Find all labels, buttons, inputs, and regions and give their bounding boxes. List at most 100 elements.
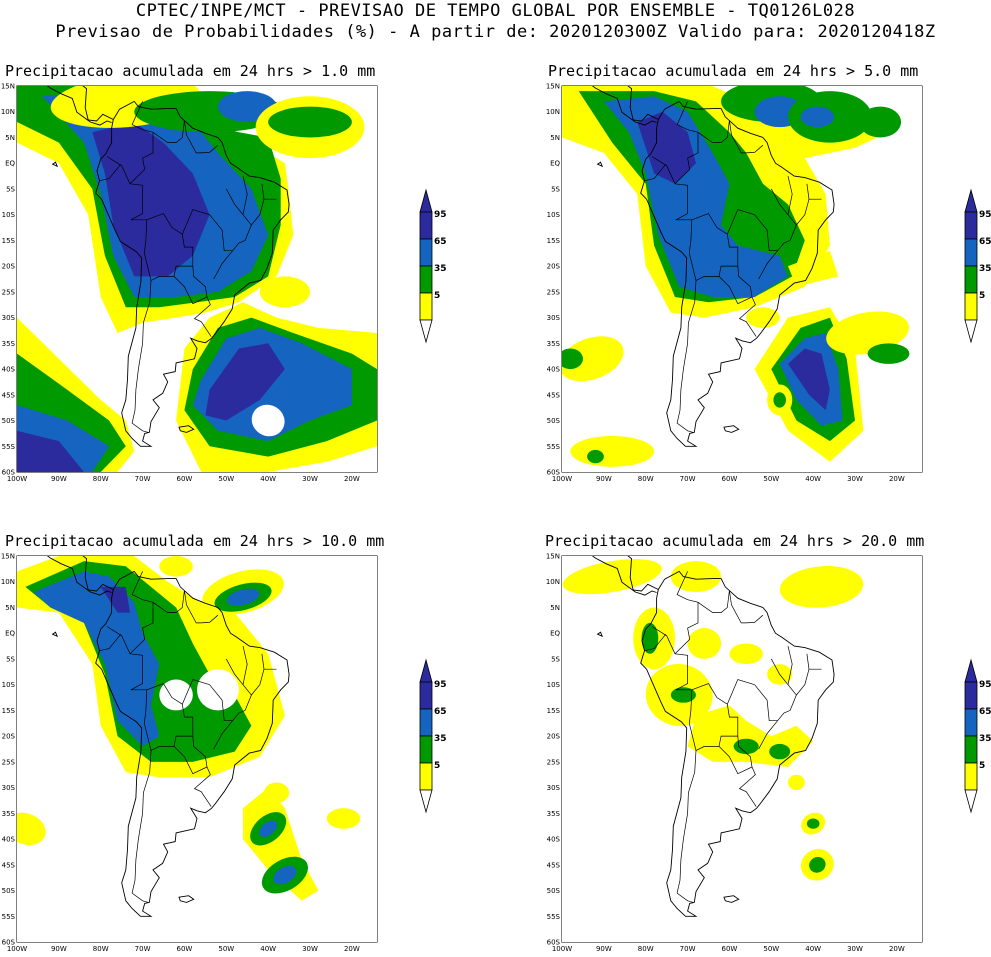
lon-tick-label: 80W bbox=[638, 945, 654, 953]
lon-tick-label: 60W bbox=[177, 475, 193, 483]
lat-tick-label: EQ bbox=[5, 630, 15, 638]
lon-tick-label: 30W bbox=[847, 475, 863, 483]
lat-tick-label: 45S bbox=[2, 861, 16, 869]
legend-level-label: 5 bbox=[979, 761, 985, 771]
legend-level-label: 65 bbox=[434, 237, 447, 247]
lat-tick-label: 5S bbox=[6, 185, 15, 193]
lat-tick-label: EQ bbox=[550, 160, 560, 168]
lat-tick-label: 40S bbox=[547, 366, 561, 374]
legend-level-label: 5 bbox=[434, 291, 440, 301]
lon-tick-label: 50W bbox=[763, 945, 779, 953]
lat-tick-label: 40S bbox=[2, 366, 16, 374]
lat-tick-label: 25S bbox=[547, 758, 561, 766]
legend-level-label: 5 bbox=[979, 291, 985, 301]
lat-tick-label: 60S bbox=[2, 469, 16, 477]
coastline bbox=[46, 556, 290, 917]
colorbar-legend: 95 65 35 5 bbox=[419, 658, 447, 814]
lon-tick-label: 90W bbox=[596, 945, 612, 953]
lat-tick-label: 10N bbox=[546, 108, 560, 116]
lat-tick-label: 5S bbox=[551, 655, 560, 663]
lat-tick-label: 15S bbox=[547, 707, 561, 715]
map-panel-10mm: 15N 10N 5N EQ 5S 10S 15S 20S 25S 30S 35S 40S 45S 50S 5… bbox=[1, 553, 447, 954]
legend-level-label: 35 bbox=[979, 734, 991, 744]
legend-level-label: 35 bbox=[979, 264, 991, 274]
lat-tick-label: 60S bbox=[547, 939, 561, 947]
lat-tick-label: 40S bbox=[547, 836, 561, 844]
lat-tick-label: 30S bbox=[547, 314, 561, 322]
legend-level-label: 95 bbox=[434, 680, 447, 690]
legend-level-label: 65 bbox=[979, 707, 991, 717]
legend-level-label: 35 bbox=[434, 734, 447, 744]
lat-tick-label: 55S bbox=[547, 443, 561, 451]
lat-tick-label: 10S bbox=[547, 681, 561, 689]
lat-tick-label: 20S bbox=[2, 733, 16, 741]
lon-tick-label: 60W bbox=[722, 945, 738, 953]
lon-tick-label: 80W bbox=[93, 945, 109, 953]
lat-tick-label: 55S bbox=[2, 913, 16, 921]
colorbar-legend: 95 65 35 5 bbox=[964, 188, 991, 344]
lat-tick-label: 10S bbox=[2, 211, 16, 219]
lat-tick-label: 25S bbox=[2, 758, 16, 766]
lat-tick-label: 35S bbox=[547, 810, 561, 818]
lon-tick-label: 20W bbox=[344, 945, 360, 953]
lat-tick-label: 10S bbox=[2, 681, 16, 689]
coastline bbox=[591, 86, 835, 447]
lon-tick-label: 80W bbox=[93, 475, 109, 483]
lon-tick-label: 60W bbox=[722, 475, 738, 483]
lat-tick-label: 30S bbox=[547, 784, 561, 792]
lon-tick-label: 90W bbox=[51, 475, 67, 483]
legend-level-label: 95 bbox=[979, 210, 991, 220]
lat-tick-label: 35S bbox=[547, 340, 561, 348]
lat-tick-label: 60S bbox=[547, 469, 561, 477]
lat-tick-label: 15N bbox=[1, 83, 15, 91]
lat-tick-label: EQ bbox=[5, 160, 15, 168]
lon-tick-label: 100W bbox=[7, 475, 27, 483]
lon-tick-label: 20W bbox=[889, 945, 905, 953]
lon-tick-label: 60W bbox=[177, 945, 193, 953]
lat-tick-label: 40S bbox=[2, 836, 16, 844]
lat-tick-label: 15S bbox=[2, 237, 16, 245]
lat-tick-label: 60S bbox=[2, 939, 16, 947]
lat-tick-label: 45S bbox=[547, 391, 561, 399]
lat-tick-label: 5S bbox=[551, 185, 560, 193]
map-panel-20mm: 15N 10N 5N EQ 5S 10S 15S 20S 25S 30S 35S 40S 45S 50S 5… bbox=[546, 553, 991, 954]
lat-tick-label: 15N bbox=[546, 83, 560, 91]
legend-level-label: 5 bbox=[434, 761, 440, 771]
lon-tick-label: 20W bbox=[344, 475, 360, 483]
map-panel-5mm: 15N 10N 5N EQ 5S 10S 15S 20S 25S 30S 35S 40S 45S 50S 5… bbox=[546, 83, 991, 484]
lon-tick-label: 70W bbox=[680, 945, 696, 953]
colorbar-legend: 95 65 35 5 bbox=[964, 658, 991, 814]
lat-tick-label: 10S bbox=[547, 211, 561, 219]
panel-title-5mm: Precipitacao acumulada em 24 hrs > 5.0 m… bbox=[548, 62, 919, 80]
legend-level-label: 65 bbox=[434, 707, 447, 717]
lat-tick-label: 15N bbox=[1, 553, 15, 561]
lat-tick-label: 55S bbox=[2, 443, 16, 451]
map-panel-1mm: 15N 10N 5N EQ 5S 10S 15S 20S 25S 30S 35S 40S 45S 50S 5… bbox=[1, 83, 447, 484]
lat-tick-label: 50S bbox=[547, 887, 561, 895]
lat-tick-label: 30S bbox=[2, 784, 16, 792]
lon-tick-label: 40W bbox=[805, 475, 821, 483]
lat-tick-label: 35S bbox=[2, 810, 16, 818]
legend-level-label: 65 bbox=[979, 237, 991, 247]
lon-tick-label: 50W bbox=[763, 475, 779, 483]
coastline bbox=[46, 86, 290, 447]
coastline bbox=[591, 556, 835, 917]
precip-shading bbox=[17, 86, 377, 472]
lat-tick-label: 20S bbox=[547, 263, 561, 271]
lon-tick-label: 90W bbox=[596, 475, 612, 483]
lon-tick-label: 50W bbox=[218, 475, 234, 483]
lat-tick-label: 15S bbox=[2, 707, 16, 715]
lat-tick-label: 5S bbox=[6, 655, 15, 663]
precip-shading bbox=[17, 556, 377, 942]
lat-tick-label: 10N bbox=[546, 578, 560, 586]
legend-level-label: 95 bbox=[979, 680, 991, 690]
lon-tick-label: 50W bbox=[218, 945, 234, 953]
lat-tick-label: 20S bbox=[2, 263, 16, 271]
precip-shading bbox=[562, 556, 922, 942]
panel-title-10mm: Precipitacao acumulada em 24 hrs > 10.0 … bbox=[5, 532, 385, 550]
main-title: CPTEC/INPE/MCT - PREVISAO DE TEMPO GLOBA… bbox=[135, 1, 856, 21]
lat-tick-label: 45S bbox=[547, 861, 561, 869]
lon-tick-label: 100W bbox=[7, 945, 27, 953]
lat-tick-label: 10N bbox=[1, 578, 15, 586]
panel-title-1mm: Precipitacao acumulada em 24 hrs > 1.0 m… bbox=[5, 62, 376, 80]
